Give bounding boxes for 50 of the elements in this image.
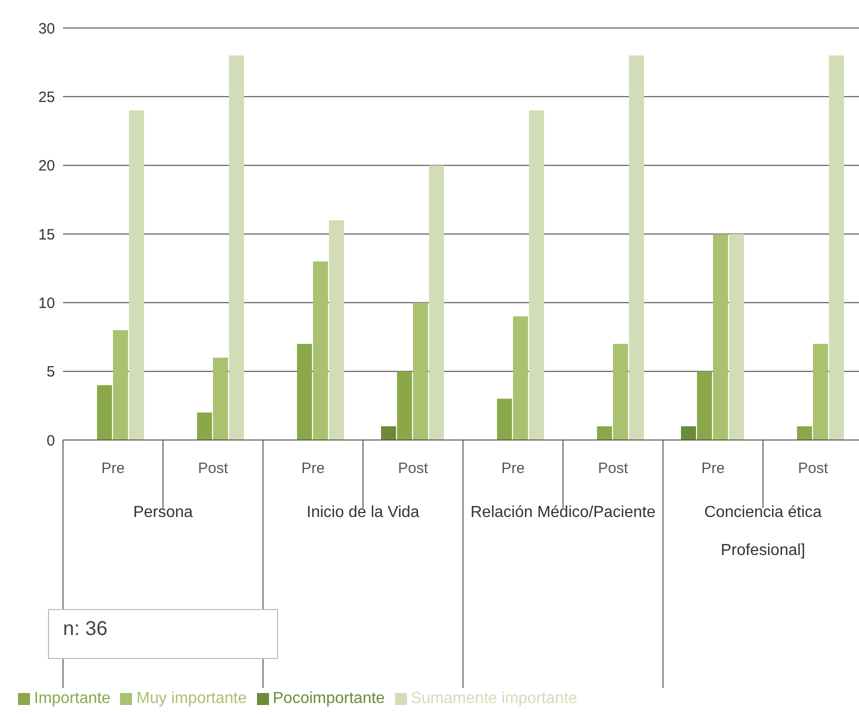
bar xyxy=(629,55,644,440)
x-tick-label: Pre xyxy=(701,460,725,477)
bar xyxy=(813,344,828,440)
text: Conciencia ética Profesional] xyxy=(704,504,822,559)
bar xyxy=(229,55,244,440)
bar xyxy=(729,234,744,440)
bar xyxy=(513,316,528,440)
bar xyxy=(213,358,228,440)
y-tick-label: 10 xyxy=(38,294,55,312)
y-tick-label: 20 xyxy=(38,158,55,175)
bar xyxy=(97,385,112,440)
x-tick-label: Pre xyxy=(301,460,325,477)
text: Persona xyxy=(132,503,194,523)
y-tick-label: 5 xyxy=(46,364,55,381)
legend-label: Pocoimportante xyxy=(272,690,385,707)
bar xyxy=(129,110,144,440)
bar xyxy=(297,344,312,440)
legend-label: Sumamente importante xyxy=(410,690,578,707)
x-tick-label: Pre xyxy=(101,460,125,477)
x-tick-label: Post xyxy=(198,460,229,477)
bar xyxy=(681,426,696,440)
bar xyxy=(497,398,512,440)
bar xyxy=(697,371,712,440)
bar xyxy=(413,302,428,440)
legend-label: Muy importante xyxy=(136,690,247,707)
y-tick-label: 25 xyxy=(38,88,55,106)
bar xyxy=(529,110,544,440)
text: Inicio de la Vida xyxy=(306,503,420,523)
bar xyxy=(397,371,412,440)
x-tick-label: Post xyxy=(398,460,429,477)
legend-label: Importante xyxy=(34,690,110,707)
bar xyxy=(713,234,728,440)
text: Relación Médico/Paciente xyxy=(470,503,656,523)
bar xyxy=(197,412,212,440)
x-tick-label: Post xyxy=(798,460,829,477)
y-tick-label: 0 xyxy=(46,432,55,450)
bar xyxy=(113,330,128,440)
y-tick-label: 15 xyxy=(38,226,55,244)
bar xyxy=(313,261,328,440)
x-tick-label: Pre xyxy=(501,460,525,477)
bar xyxy=(329,220,344,440)
bar xyxy=(797,426,812,440)
bar xyxy=(829,55,844,440)
x-tick-label: Post xyxy=(598,460,629,477)
y-tick-label: 30 xyxy=(38,20,55,38)
bar xyxy=(597,426,612,440)
bar xyxy=(429,165,444,440)
bar xyxy=(381,426,396,440)
text: n: 36 xyxy=(48,609,278,659)
bar xyxy=(613,344,628,440)
